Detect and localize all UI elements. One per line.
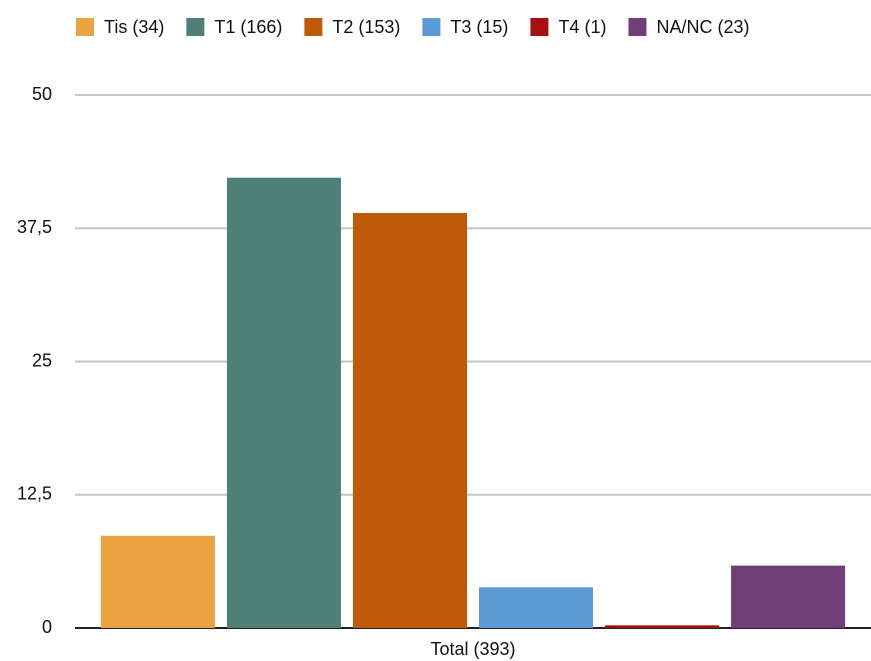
legend-swatch	[304, 18, 323, 36]
y-tick-label: 12,5	[17, 484, 52, 504]
y-tick-label: 37,5	[17, 217, 52, 237]
bar	[100, 535, 215, 628]
bar	[605, 625, 720, 628]
bar	[731, 565, 846, 628]
legend-swatch	[422, 18, 441, 36]
bar	[226, 177, 341, 628]
legend-label: T2 (153)	[332, 17, 400, 37]
legend-swatch	[186, 18, 205, 36]
y-tick-label: 0	[42, 617, 52, 637]
legend-swatch	[76, 18, 94, 36]
y-tick-label: 25	[32, 350, 52, 370]
y-tick-label: 50	[32, 84, 52, 104]
legend-swatch	[628, 18, 647, 36]
bar	[479, 587, 594, 628]
legend-label: Tis (34)	[104, 17, 164, 37]
legend-label: NA/NC (23)	[656, 17, 749, 37]
x-tick-label: Total (393)	[430, 639, 515, 659]
legend-swatch	[530, 18, 549, 36]
bar	[352, 213, 467, 628]
legend-label: T4 (1)	[558, 17, 606, 37]
legend-label: T1 (166)	[214, 17, 282, 37]
legend-label: T3 (15)	[450, 17, 508, 37]
